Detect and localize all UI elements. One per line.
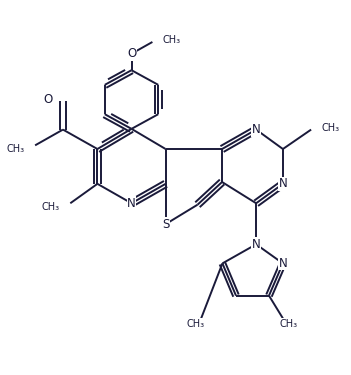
Text: CH₃: CH₃ xyxy=(42,202,60,212)
Text: N: N xyxy=(127,197,136,210)
Text: N: N xyxy=(279,257,287,270)
Text: O: O xyxy=(44,93,53,106)
Text: CH₃: CH₃ xyxy=(279,319,297,329)
Text: N: N xyxy=(279,177,287,190)
Text: CH₃: CH₃ xyxy=(187,319,205,329)
Text: S: S xyxy=(162,217,169,231)
Text: N: N xyxy=(252,238,260,251)
Text: CH₃: CH₃ xyxy=(322,123,339,133)
Text: CH₃: CH₃ xyxy=(163,35,181,45)
Text: CH₃: CH₃ xyxy=(7,144,25,154)
Text: N: N xyxy=(252,123,260,136)
Text: O: O xyxy=(127,47,136,60)
